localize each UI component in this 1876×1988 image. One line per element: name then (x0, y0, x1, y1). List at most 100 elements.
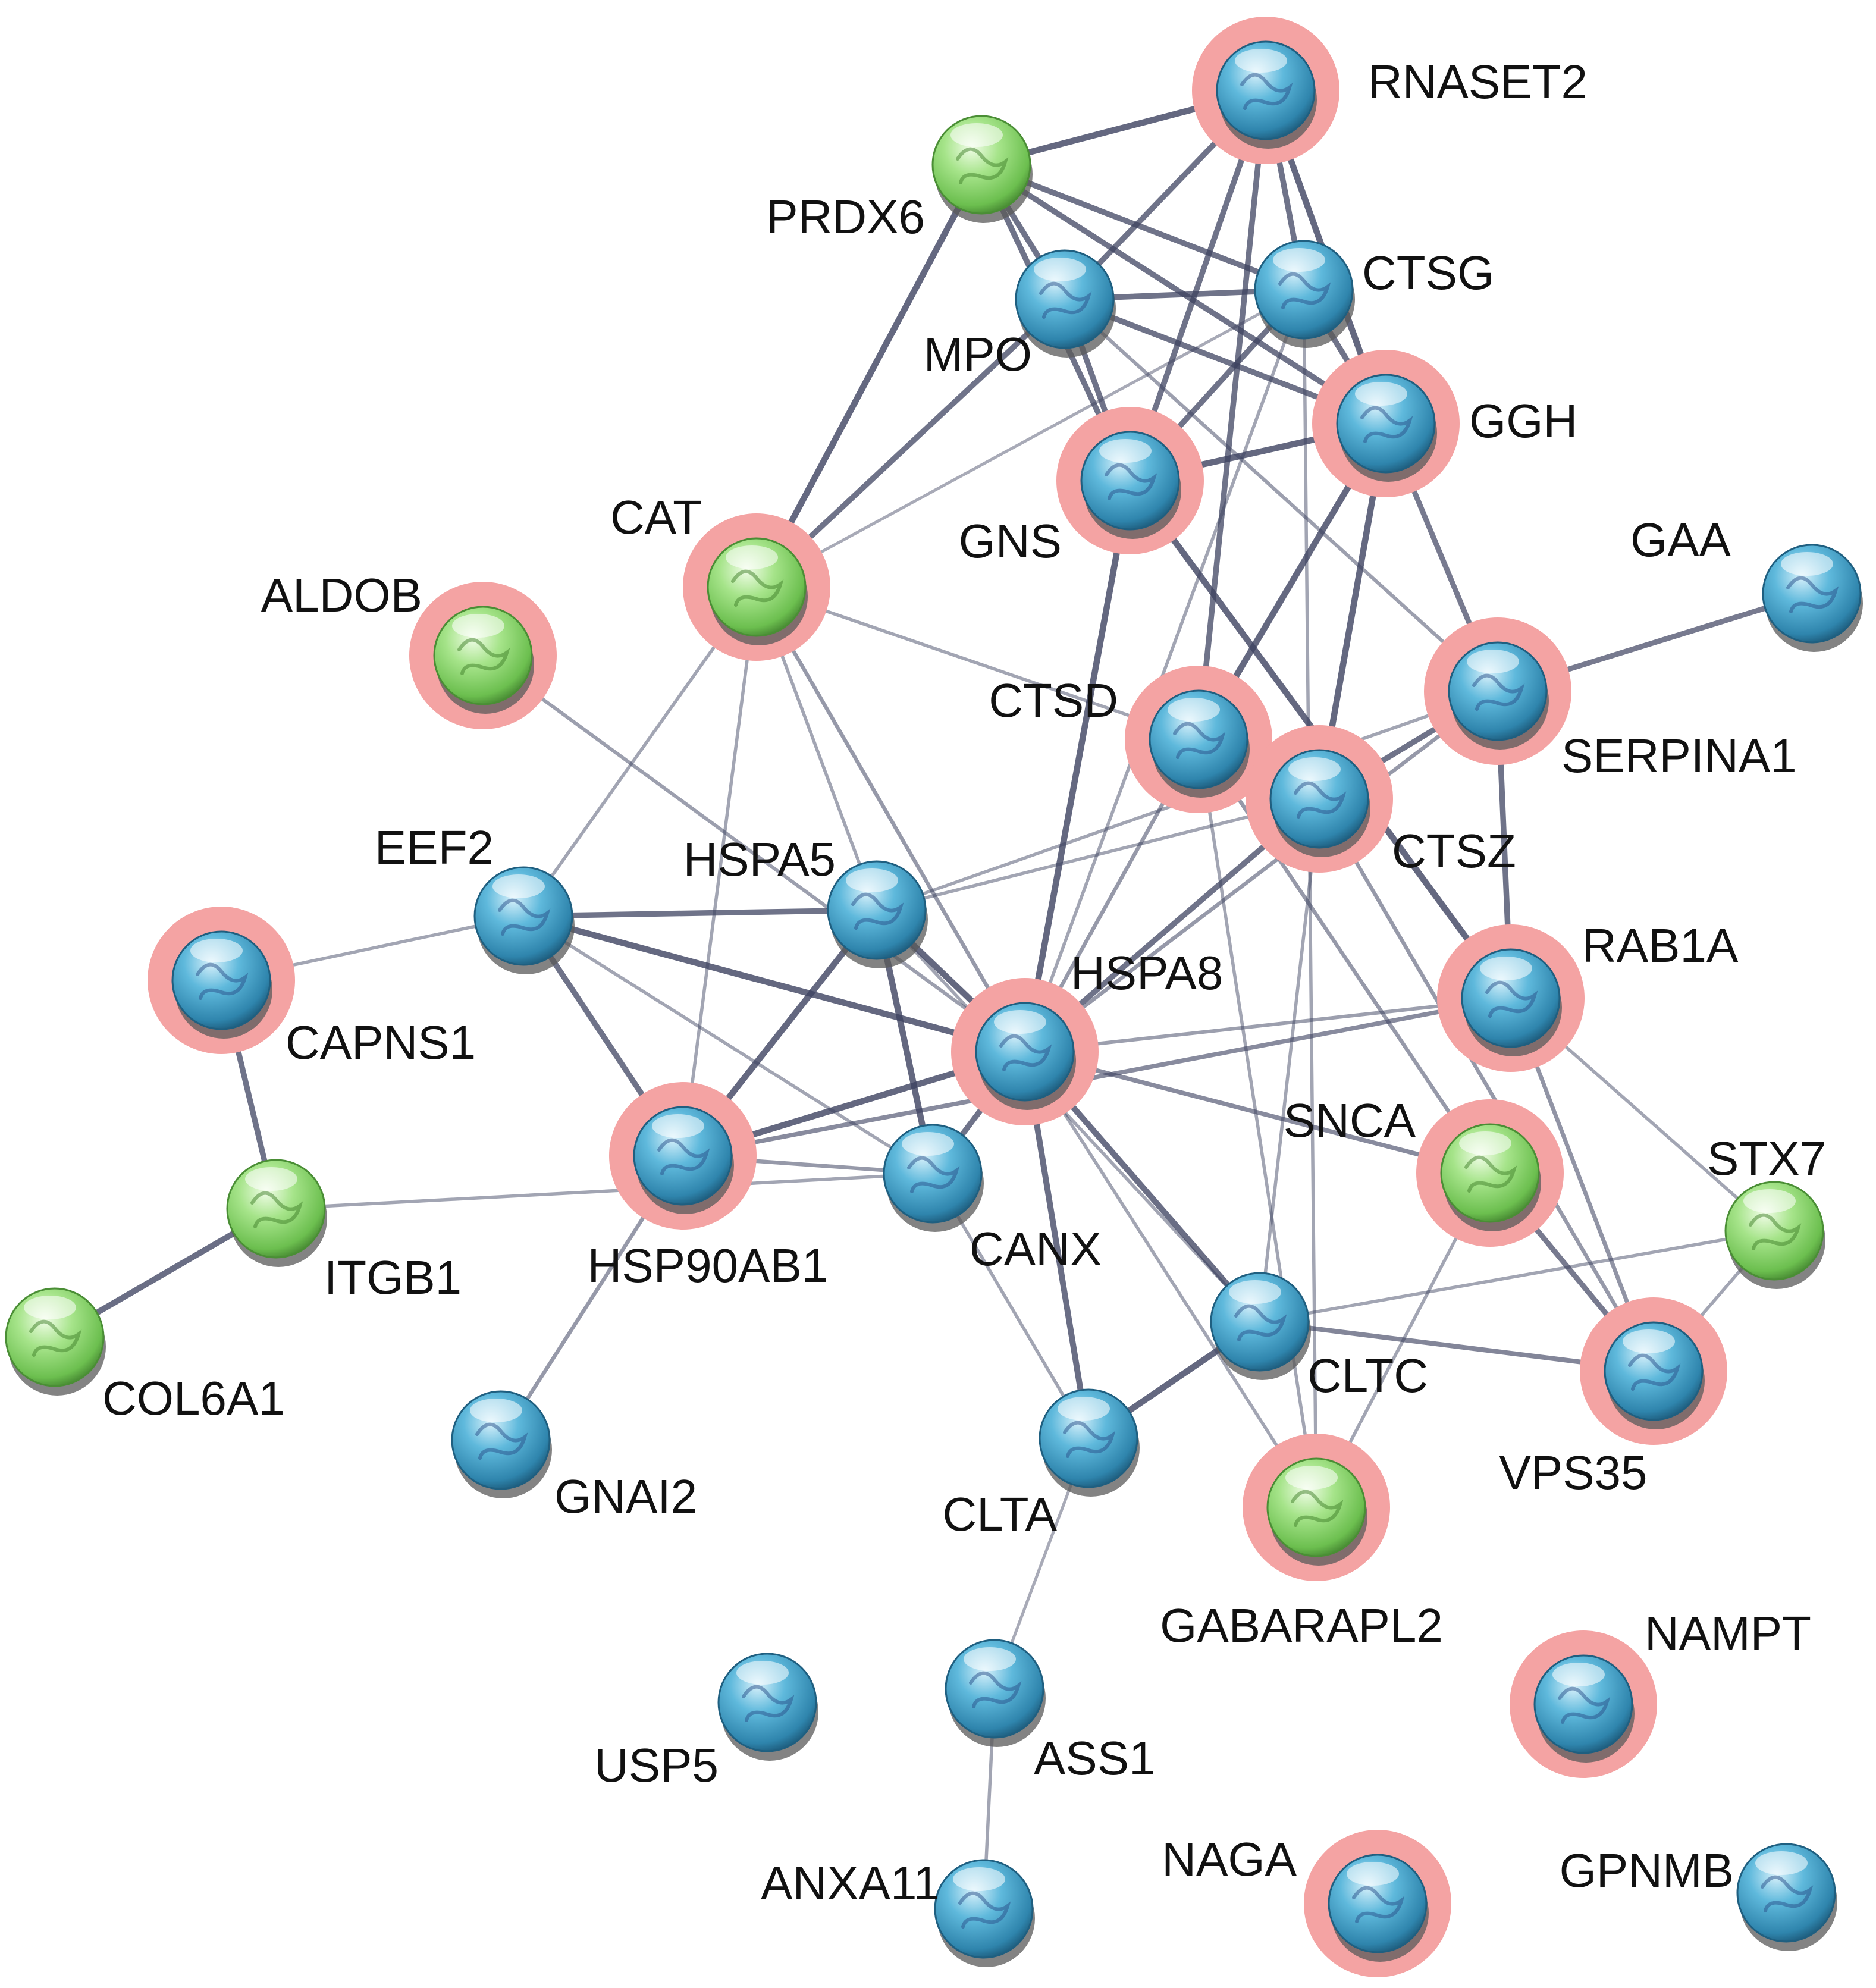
node-label: MPO (924, 328, 1032, 381)
node-gpnmb[interactable]: GPNMB (1560, 1843, 1837, 1951)
node-label: USP5 (594, 1739, 719, 1792)
edge-hspa8-ctsg (1023, 288, 1306, 1053)
node-highlight (1781, 552, 1833, 576)
node-label: GPNMB (1560, 1844, 1734, 1897)
node-label: GABARAPL2 (1160, 1599, 1443, 1652)
node-label: CTSG (1362, 246, 1494, 299)
protein-structure-icon (1352, 1886, 1405, 1923)
protein-structure-icon (498, 898, 551, 936)
node-label: HSPA5 (683, 833, 836, 886)
node-label: HSP90AB1 (588, 1239, 829, 1292)
node-prdx6[interactable]: PRDX6 (766, 115, 1033, 243)
protein-structure-icon (1485, 980, 1538, 1018)
node-highlight (1743, 1189, 1796, 1213)
edge-ctsz-hspa5 (875, 797, 1321, 912)
node-hspa5[interactable]: HSPA5 (683, 833, 928, 968)
node-label: GGH (1469, 394, 1577, 447)
node-highlight (846, 868, 898, 892)
node-canx[interactable]: CANX (883, 1124, 1102, 1275)
node-ggh[interactable]: GGH (1312, 350, 1577, 497)
node-capns1[interactable]: CAPNS1 (148, 907, 476, 1069)
protein-structure-icon (657, 1138, 710, 1175)
node-highlight (902, 1132, 954, 1156)
protein-structure-icon (958, 1891, 1011, 1929)
node-label: HSPA8 (1071, 946, 1223, 999)
node-label: ASS1 (1034, 1732, 1156, 1785)
node-ctsz[interactable]: CTSZ (1246, 725, 1516, 877)
node-itgb1[interactable]: ITGB1 (226, 1159, 462, 1304)
protein-structure-icon (1039, 281, 1092, 319)
node-aldob[interactable]: ALDOB (261, 569, 557, 729)
node-highlight (964, 1647, 1016, 1671)
node-hspa8[interactable]: HSPA8 (951, 946, 1223, 1125)
protein-structure-icon (1464, 1155, 1517, 1193)
node-label: NAGA (1162, 1833, 1297, 1886)
node-ass1[interactable]: ASS1 (945, 1639, 1156, 1785)
node-label: GNS (959, 515, 1062, 567)
node-highlight (492, 874, 545, 898)
node-usp5[interactable]: USP5 (594, 1653, 818, 1792)
node-cltc[interactable]: CLTC (1210, 1272, 1428, 1402)
protein-structure-icon (475, 1422, 528, 1460)
node-mpo[interactable]: MPO (924, 249, 1116, 381)
node-eef2[interactable]: EEF2 (375, 821, 575, 974)
node-highlight (1034, 258, 1086, 281)
node-highlight (652, 1114, 704, 1138)
node-rnaset2[interactable]: RNASET2 (1192, 17, 1588, 164)
node-serpina1[interactable]: SERPINA1 (1424, 617, 1797, 782)
edge-serpina1-mpo (1063, 297, 1499, 693)
node-label: CTSZ (1392, 824, 1516, 877)
protein-structure-icon (1291, 1490, 1344, 1527)
protein-structure-icon (196, 962, 249, 1000)
node-naga[interactable]: NAGA (1162, 1830, 1451, 1977)
node-highlight (1467, 650, 1519, 673)
edge-cat-hspa8 (754, 585, 1027, 1054)
protein-structure-icon (969, 1671, 1022, 1708)
node-highlight (1288, 757, 1341, 781)
node-gaa[interactable]: GAA (1630, 513, 1863, 652)
node-gabarapl2[interactable]: GABARAPL2 (1160, 1434, 1443, 1652)
node-highlight (1229, 1280, 1281, 1304)
edge-cltc-ctsz (1258, 797, 1321, 1324)
node-stx7[interactable]: STX7 (1707, 1132, 1826, 1289)
node-snca[interactable]: SNCA (1284, 1094, 1564, 1247)
edge-ctsd-gabarapl2 (1197, 738, 1318, 1509)
node-highlight (1235, 49, 1287, 73)
node-highlight (950, 123, 1003, 147)
node-highlight (1480, 957, 1532, 980)
node-cat[interactable]: CAT (610, 491, 830, 661)
node-highlight (1273, 248, 1325, 272)
node-label: VPS35 (1499, 1446, 1647, 1499)
node-label: EEF2 (375, 821, 494, 874)
edge-cat-ctsd (755, 585, 1200, 741)
node-gnai2[interactable]: GNAI2 (451, 1390, 697, 1523)
node-col6a1[interactable]: COL6A1 (5, 1287, 285, 1425)
node-gns[interactable]: GNS (959, 407, 1204, 567)
protein-structure-icon (907, 1156, 960, 1193)
node-label: SERPINA1 (1561, 729, 1797, 782)
node-nampt[interactable]: NAMPT (1510, 1607, 1811, 1778)
edge-itgb1-canx (274, 1172, 934, 1211)
node-rab1a[interactable]: RAB1A (1437, 919, 1739, 1072)
node-highlight (953, 1867, 1005, 1891)
protein-structure-icon (29, 1319, 82, 1357)
node-highlight (726, 545, 778, 569)
protein-structure-icon (1234, 1304, 1287, 1341)
node-highlight (470, 1399, 522, 1422)
node-anxa11[interactable]: ANXA11 (761, 1857, 1035, 1967)
node-clta[interactable]: CLTA (942, 1388, 1140, 1541)
protein-structure-icon (1761, 1875, 1814, 1912)
node-highlight (1347, 1862, 1399, 1886)
node-label: RAB1A (1582, 919, 1739, 972)
node-highlight (1099, 439, 1152, 463)
node-label: CTSD (989, 674, 1118, 727)
edge-hspa8-rab1a (1023, 996, 1513, 1053)
edge-ctsg-gabarapl2 (1302, 288, 1318, 1509)
protein-structure-icon (851, 892, 904, 930)
node-ctsd[interactable]: CTSD (989, 666, 1272, 813)
node-vps35[interactable]: VPS35 (1499, 1297, 1727, 1499)
node-label: ALDOB (261, 569, 422, 622)
edge-eef2-canx (522, 914, 934, 1175)
node-ctsg[interactable]: CTSG (1254, 240, 1494, 348)
node-hsp90ab1[interactable]: HSP90AB1 (588, 1082, 829, 1292)
